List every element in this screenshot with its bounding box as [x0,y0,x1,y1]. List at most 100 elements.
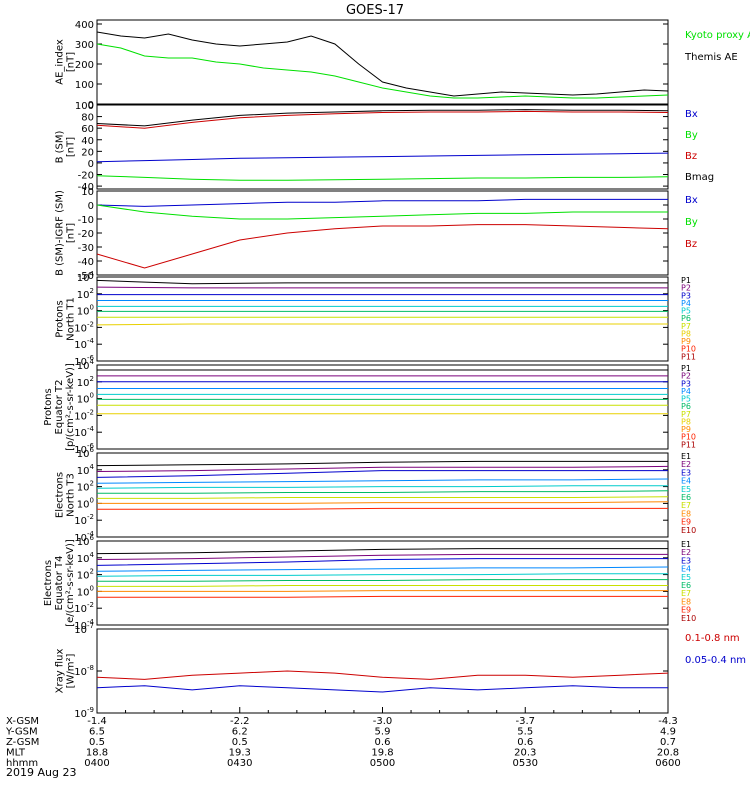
x-axis-value: 0.6 [517,737,533,748]
legend-entry: P3 [681,379,691,388]
panel-frame [96,364,669,450]
legend-entry: E10 [681,526,696,535]
legend-entry: P1 [681,364,691,373]
series-e9 [97,507,668,510]
y-tick-exponent: 4 [90,270,95,278]
legend-entry: E9 [681,606,691,615]
series-0-05-0-4-nm [96,685,668,693]
panel-frame [96,452,669,538]
series-e7 [97,585,668,587]
x-axis-value: 0.5 [89,737,105,748]
x-axis-row-label: MLT [6,748,26,759]
series-bz [96,224,669,269]
y-tick-label: 102 [77,568,94,582]
y-axis-label: ProtonsEquator T2[p/(cm²-s-sr-keV)] [43,363,76,451]
legend-entry: P11 [681,440,696,449]
x-axis-value: 0530 [513,758,538,769]
y-tick-label: 10-8 [74,664,94,678]
legend-entry: P7 [681,322,691,331]
x-axis-value: 6.2 [232,727,248,738]
series-bx [96,152,669,163]
legend-entry: E4 [681,477,691,486]
y-tick-label: -20 [78,171,94,182]
y-axis-label: ProtonsNorth T1 [55,297,77,341]
y-tick-label: 10-2 [74,601,94,615]
legend-entry: P11 [681,352,696,361]
x-axis-value: 0.6 [375,737,391,748]
y-tick-label: 10-4 [74,337,94,351]
chart-title: GOES-17 [346,3,404,18]
legend-entry: P7 [681,410,691,419]
y-tick-exponent: -7 [87,622,94,630]
x-axis-value: 5.9 [375,727,391,738]
y-tick-label: -40 [78,182,94,193]
legend-entry: P5 [681,395,691,404]
series-e9 [97,595,668,598]
x-axis-value: -3.7 [515,716,535,727]
legend-entry: P10 [681,345,696,354]
y-tick-label: 0 [88,100,94,111]
series-bz [96,110,669,129]
x-axis-row-label: X-GSM [6,716,39,727]
x-axis-row-label: hhmm [6,758,38,769]
y-tick-exponent: 0 [90,392,94,400]
y-tick-label: 100 [77,304,94,318]
y-tick-label: 100 [77,392,94,406]
legend-entry: P1 [681,276,691,285]
panel-frame [96,628,669,714]
series-p2 [96,286,668,289]
y-axis-label-line: Electrons [55,472,66,518]
series-e1 [96,548,668,555]
y-tick-label: -10 [78,215,94,226]
legend-entry: Bz [685,151,697,162]
y-tick-exponent: 0 [90,584,94,592]
y-tick-exponent: 4 [90,551,95,559]
legend-entry: P10 [681,433,696,442]
legend-entry: P8 [681,329,691,338]
y-tick-label: 0 [88,159,94,170]
x-axis-value: -2.2 [230,716,250,727]
y-axis-label-line: [nT] [66,223,77,243]
y-tick-label: 102 [77,375,94,389]
y-tick-label: 100 [77,496,94,510]
y-axis-label: AE_index[nT] [55,39,77,85]
y-tick-exponent: 0 [90,496,94,504]
y-tick-label: 60 [81,124,94,135]
x-axis-value: 0400 [84,758,109,769]
legend-entry: E7 [681,501,691,510]
y-tick-exponent: -2 [87,408,94,416]
x-axis-value: 20.8 [657,748,679,759]
y-tick-exponent: 2 [90,375,94,383]
series-e2 [96,465,669,472]
legend-entry: P3 [681,291,691,300]
legend-entry: Bx [685,195,698,206]
legend-entry: Kyoto proxy AE [685,30,750,41]
series-kyoto-proxy-ae [96,43,669,99]
y-tick-exponent: 4 [90,358,95,366]
y-tick-label: -40 [78,257,94,268]
legend-entry: By [685,217,698,228]
legend-entry: E1 [681,540,691,549]
series-e6 [97,579,668,582]
y-tick-label: 300 [75,40,94,51]
y-tick-exponent: -4 [87,337,95,345]
legend-entry: E3 [681,468,691,477]
y-tick-label: 100 [75,101,94,112]
legend-entry: E10 [681,614,696,623]
legend-entry: P6 [681,402,691,411]
legend-entry: P4 [681,387,691,396]
y-tick-label: 106 [77,534,95,548]
legend-entry: E5 [681,485,691,494]
y-tick-label: 0 [88,201,94,212]
y-tick-label: 102 [77,287,94,301]
y-tick-label: 10-4 [74,425,94,439]
y-tick-exponent: -8 [87,664,94,672]
y-axis-label-line: Equator T4 [54,556,65,611]
x-axis-value: 5.5 [517,727,533,738]
y-axis-label: ElectronsEquator T4[e/(cm²-s-sr-keV)] [43,539,76,627]
legend-entry: E2 [681,548,691,557]
y-axis-label-line: [e/(cm²-s-sr-keV)] [65,539,76,627]
